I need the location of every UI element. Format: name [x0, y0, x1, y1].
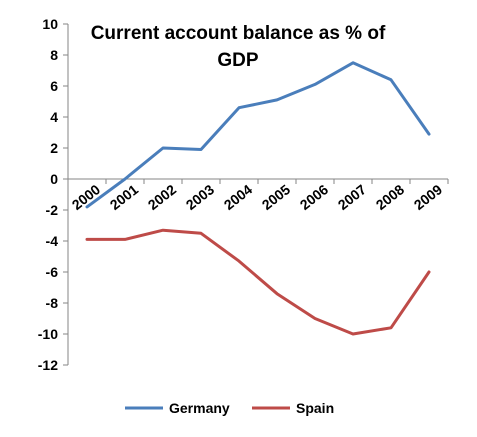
y-tick-label: 10 [42, 16, 58, 32]
x-tick-label: 2002 [145, 181, 180, 213]
y-tick-label: 6 [50, 78, 58, 94]
x-tick-label: 2007 [335, 181, 370, 213]
y-tick-label: 0 [50, 171, 58, 187]
axes [63, 23, 449, 366]
x-tick-label: 2003 [183, 181, 218, 213]
legend: Germany Spain [125, 400, 334, 416]
y-tick-label: -12 [38, 357, 58, 373]
x-tick-label: 2006 [297, 181, 332, 213]
x-tick-label: 2004 [221, 181, 256, 213]
series-lines [85, 61, 431, 336]
y-tick-labels: 10 8 6 4 2 0 -2 -4 -6 -8 -10 -12 [38, 16, 58, 373]
y-tick-label: -8 [46, 295, 59, 311]
legend-label-spain: Spain [296, 400, 334, 416]
y-tick-label: -6 [46, 264, 59, 280]
x-tick-label: 2005 [259, 181, 294, 213]
x-tick-labels: 2000 2001 2002 2003 2004 2005 2006 2007 2008 2009 [69, 181, 446, 213]
legend-label-germany: Germany [169, 400, 230, 416]
x-tick-label: 2000 [69, 181, 104, 213]
chart-title-line-2: GDP [217, 50, 259, 71]
series-line-spain [85, 228, 431, 336]
y-tick-label: -4 [46, 233, 59, 249]
y-tick-label: 8 [50, 47, 58, 63]
series-line-germany [85, 61, 431, 209]
y-tick-label: 2 [50, 140, 58, 156]
y-tick-label: 4 [50, 109, 58, 125]
y-tick-label: -2 [46, 202, 59, 218]
chart-title-line-1: Current account balance as % of [91, 23, 386, 44]
x-tick-label: 2001 [107, 181, 142, 213]
x-tick-label: 2009 [411, 181, 446, 213]
x-tick-label: 2008 [373, 181, 408, 213]
y-tick-label: -10 [38, 326, 58, 342]
